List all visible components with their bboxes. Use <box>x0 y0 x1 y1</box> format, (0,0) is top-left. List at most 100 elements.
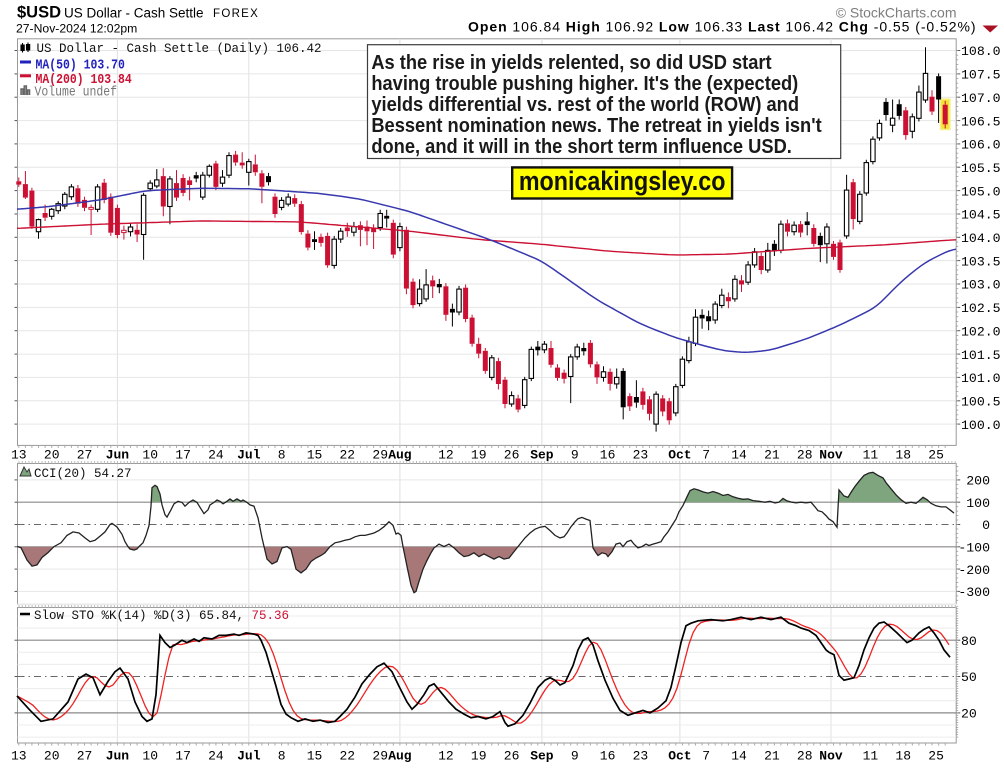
svg-text:100.0: 100.0 <box>961 418 1001 433</box>
svg-text:11: 11 <box>863 748 879 763</box>
svg-text:-300: -300 <box>958 585 990 600</box>
svg-text:18: 18 <box>895 448 911 463</box>
svg-text:done, and it will in the short: done, and it will in the short term infl… <box>371 135 792 158</box>
svg-text:9: 9 <box>571 748 579 763</box>
svg-text:© StockCharts.com: © StockCharts.com <box>836 5 957 21</box>
svg-text:16: 16 <box>600 748 616 763</box>
svg-text:10: 10 <box>142 748 158 763</box>
svg-text:9: 9 <box>571 448 579 463</box>
svg-text:104.5: 104.5 <box>961 208 1001 223</box>
svg-text:22: 22 <box>339 448 355 463</box>
svg-text:10: 10 <box>142 448 158 463</box>
svg-text:107.5: 107.5 <box>961 68 1001 83</box>
svg-text:25: 25 <box>928 748 944 763</box>
svg-text:15: 15 <box>307 748 323 763</box>
svg-text:29: 29 <box>372 448 388 463</box>
svg-text:80: 80 <box>961 634 977 649</box>
svg-text:12: 12 <box>438 748 454 763</box>
svg-text:14: 14 <box>731 748 747 763</box>
svg-text:21: 21 <box>764 748 780 763</box>
svg-text:FOREX: FOREX <box>213 8 259 20</box>
svg-text:8: 8 <box>278 448 286 463</box>
svg-text:monicakingsley.co: monicakingsley.co <box>519 167 726 197</box>
svg-text:Volume undef: Volume undef <box>35 85 118 100</box>
svg-text:29: 29 <box>372 748 388 763</box>
svg-text:11: 11 <box>863 448 879 463</box>
svg-text:Open 106.84 High 106.92 Low 10: Open 106.84 High 106.92 Low 106.33 Last … <box>468 19 977 35</box>
svg-text:Jun: Jun <box>106 448 130 463</box>
svg-text:24: 24 <box>208 448 224 463</box>
svg-text:106.5: 106.5 <box>961 114 1001 129</box>
svg-text:$USD: $USD <box>17 4 61 22</box>
svg-text:As the rise in yields relented: As the rise in yields relented, so did U… <box>371 51 772 74</box>
svg-text:107.0: 107.0 <box>961 91 1001 106</box>
svg-text:101.5: 101.5 <box>961 348 1001 363</box>
svg-text:28: 28 <box>797 748 813 763</box>
svg-text:22: 22 <box>339 748 355 763</box>
svg-text:104.0: 104.0 <box>961 231 1001 246</box>
svg-text:Jun: Jun <box>106 748 130 763</box>
svg-text:Oct: Oct <box>668 448 691 463</box>
svg-text:18: 18 <box>895 748 911 763</box>
svg-text:16: 16 <box>600 448 616 463</box>
svg-text:13: 13 <box>11 448 27 463</box>
svg-text:106.0: 106.0 <box>961 138 1001 153</box>
svg-text:19: 19 <box>471 748 487 763</box>
svg-text:Slow STO %K(14) %D(3) 65.84, 7: Slow STO %K(14) %D(3) 65.84, 75.36 <box>34 609 289 623</box>
svg-text:14: 14 <box>731 448 747 463</box>
svg-text:27: 27 <box>77 748 93 763</box>
svg-text:Nov: Nov <box>819 448 843 463</box>
svg-text:20: 20 <box>961 707 977 722</box>
svg-text:-100: -100 <box>958 541 990 556</box>
svg-text:105.5: 105.5 <box>961 161 1001 176</box>
svg-text:MA(50) 103.70: MA(50) 103.70 <box>35 58 124 73</box>
svg-text:US Dollar - Cash Settle (Daily: US Dollar - Cash Settle (Daily) 106.42 <box>37 42 322 56</box>
svg-text:-200: -200 <box>958 563 990 578</box>
svg-text:26: 26 <box>504 448 520 463</box>
svg-text:having trouble pushing higher.: having trouble pushing higher. It's the … <box>371 72 798 95</box>
svg-text:103.5: 103.5 <box>961 254 1001 269</box>
svg-text:102.0: 102.0 <box>961 324 1001 339</box>
svg-text:24: 24 <box>208 748 224 763</box>
svg-text:Jul: Jul <box>237 748 261 763</box>
svg-text:0: 0 <box>982 518 990 533</box>
svg-text:MA(200) 103.84: MA(200) 103.84 <box>35 72 132 87</box>
svg-text:23: 23 <box>633 448 649 463</box>
svg-text:Sep: Sep <box>530 448 554 463</box>
svg-text:100: 100 <box>966 496 990 511</box>
svg-text:27-Nov-2024 12:02pm: 27-Nov-2024 12:02pm <box>16 22 137 36</box>
svg-text:7: 7 <box>702 448 710 463</box>
svg-text:7: 7 <box>702 748 710 763</box>
svg-text:Aug: Aug <box>388 748 412 763</box>
svg-text:103.0: 103.0 <box>961 278 1001 293</box>
svg-text:15: 15 <box>307 448 323 463</box>
svg-text:20: 20 <box>44 448 60 463</box>
svg-text:17: 17 <box>175 748 191 763</box>
svg-text:Sep: Sep <box>530 748 554 763</box>
svg-text:US Dollar - Cash Settle: US Dollar - Cash Settle <box>64 6 204 21</box>
svg-text:20: 20 <box>44 748 60 763</box>
svg-text:Bessent nomination news. The r: Bessent nomination news. The retreat in … <box>371 114 822 137</box>
svg-text:8: 8 <box>278 748 286 763</box>
svg-text:200: 200 <box>966 474 990 489</box>
svg-text:27: 27 <box>77 448 93 463</box>
svg-text:Oct: Oct <box>668 748 691 763</box>
svg-text:CCI(20) 54.27: CCI(20) 54.27 <box>34 467 132 481</box>
svg-text:50: 50 <box>961 670 977 685</box>
svg-text:yields differential vs. rest o: yields differential vs. rest of the worl… <box>371 93 799 116</box>
svg-text:28: 28 <box>797 448 813 463</box>
svg-text:101.0: 101.0 <box>961 371 1001 386</box>
svg-text:19: 19 <box>471 448 487 463</box>
svg-text:108.0: 108.0 <box>961 44 1001 59</box>
svg-text:12: 12 <box>438 448 454 463</box>
svg-text:Jul: Jul <box>237 448 261 463</box>
svg-text:Aug: Aug <box>388 448 412 463</box>
svg-text:25: 25 <box>928 448 944 463</box>
svg-text:102.5: 102.5 <box>961 301 1001 316</box>
svg-text:100.5: 100.5 <box>961 394 1001 409</box>
svg-text:26: 26 <box>504 748 520 763</box>
svg-text:Nov: Nov <box>819 748 843 763</box>
svg-text:21: 21 <box>764 448 780 463</box>
svg-text:105.0: 105.0 <box>961 184 1001 199</box>
svg-text:13: 13 <box>11 748 27 763</box>
